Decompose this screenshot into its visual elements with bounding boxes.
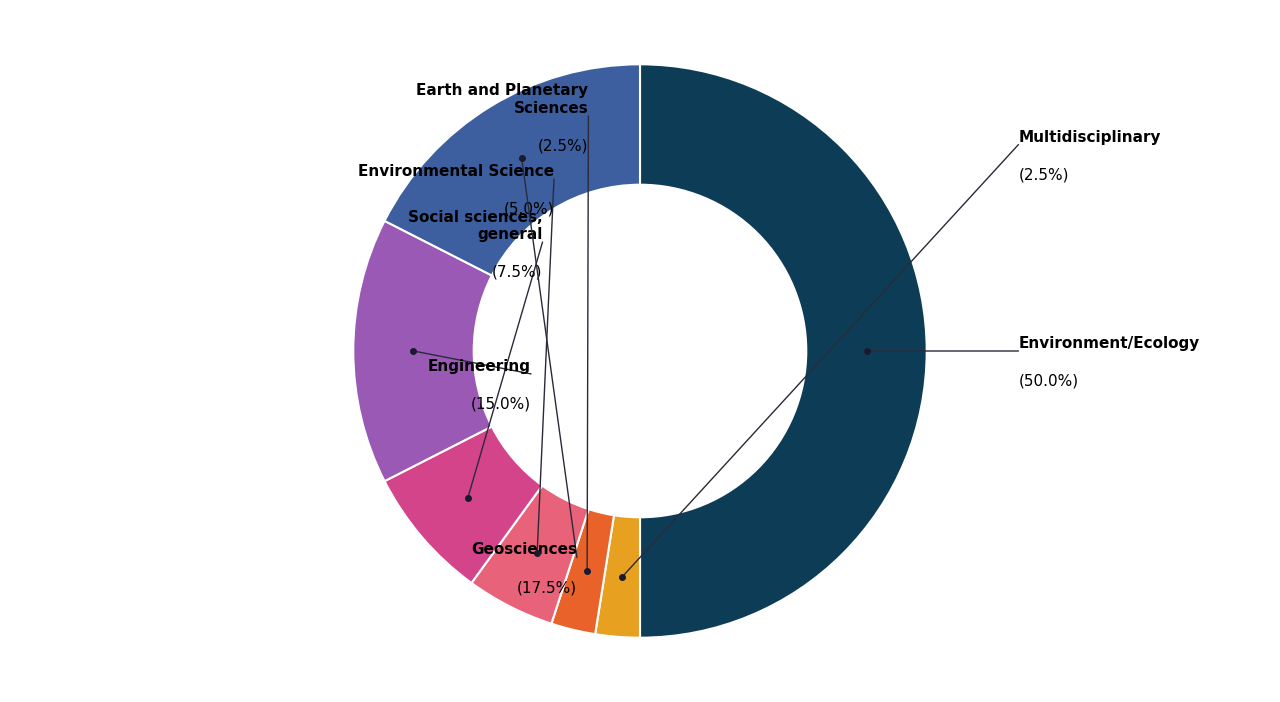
Wedge shape — [384, 65, 640, 275]
Wedge shape — [384, 427, 543, 583]
Text: (15.0%): (15.0%) — [471, 397, 531, 412]
Text: (50.0%): (50.0%) — [1019, 374, 1079, 389]
Text: Environmental Science: Environmental Science — [358, 164, 554, 179]
Text: (5.0%): (5.0%) — [503, 202, 554, 217]
Text: Social sciences,
general: Social sciences, general — [408, 210, 543, 242]
Text: (7.5%): (7.5%) — [492, 265, 543, 280]
Text: Environment/Ecology: Environment/Ecology — [1019, 336, 1199, 351]
Text: Multidisciplinary: Multidisciplinary — [1019, 130, 1161, 145]
Wedge shape — [471, 486, 589, 623]
Text: (2.5%): (2.5%) — [538, 139, 589, 154]
Wedge shape — [595, 515, 640, 637]
Text: Engineering: Engineering — [428, 359, 531, 374]
Text: (17.5%): (17.5%) — [517, 581, 577, 595]
Text: (2.5%): (2.5%) — [1019, 168, 1069, 183]
Wedge shape — [640, 65, 927, 637]
Text: Earth and Planetary
Sciences: Earth and Planetary Sciences — [416, 84, 589, 116]
Wedge shape — [353, 221, 492, 481]
Text: Geosciences: Geosciences — [471, 543, 577, 557]
Wedge shape — [552, 509, 614, 634]
